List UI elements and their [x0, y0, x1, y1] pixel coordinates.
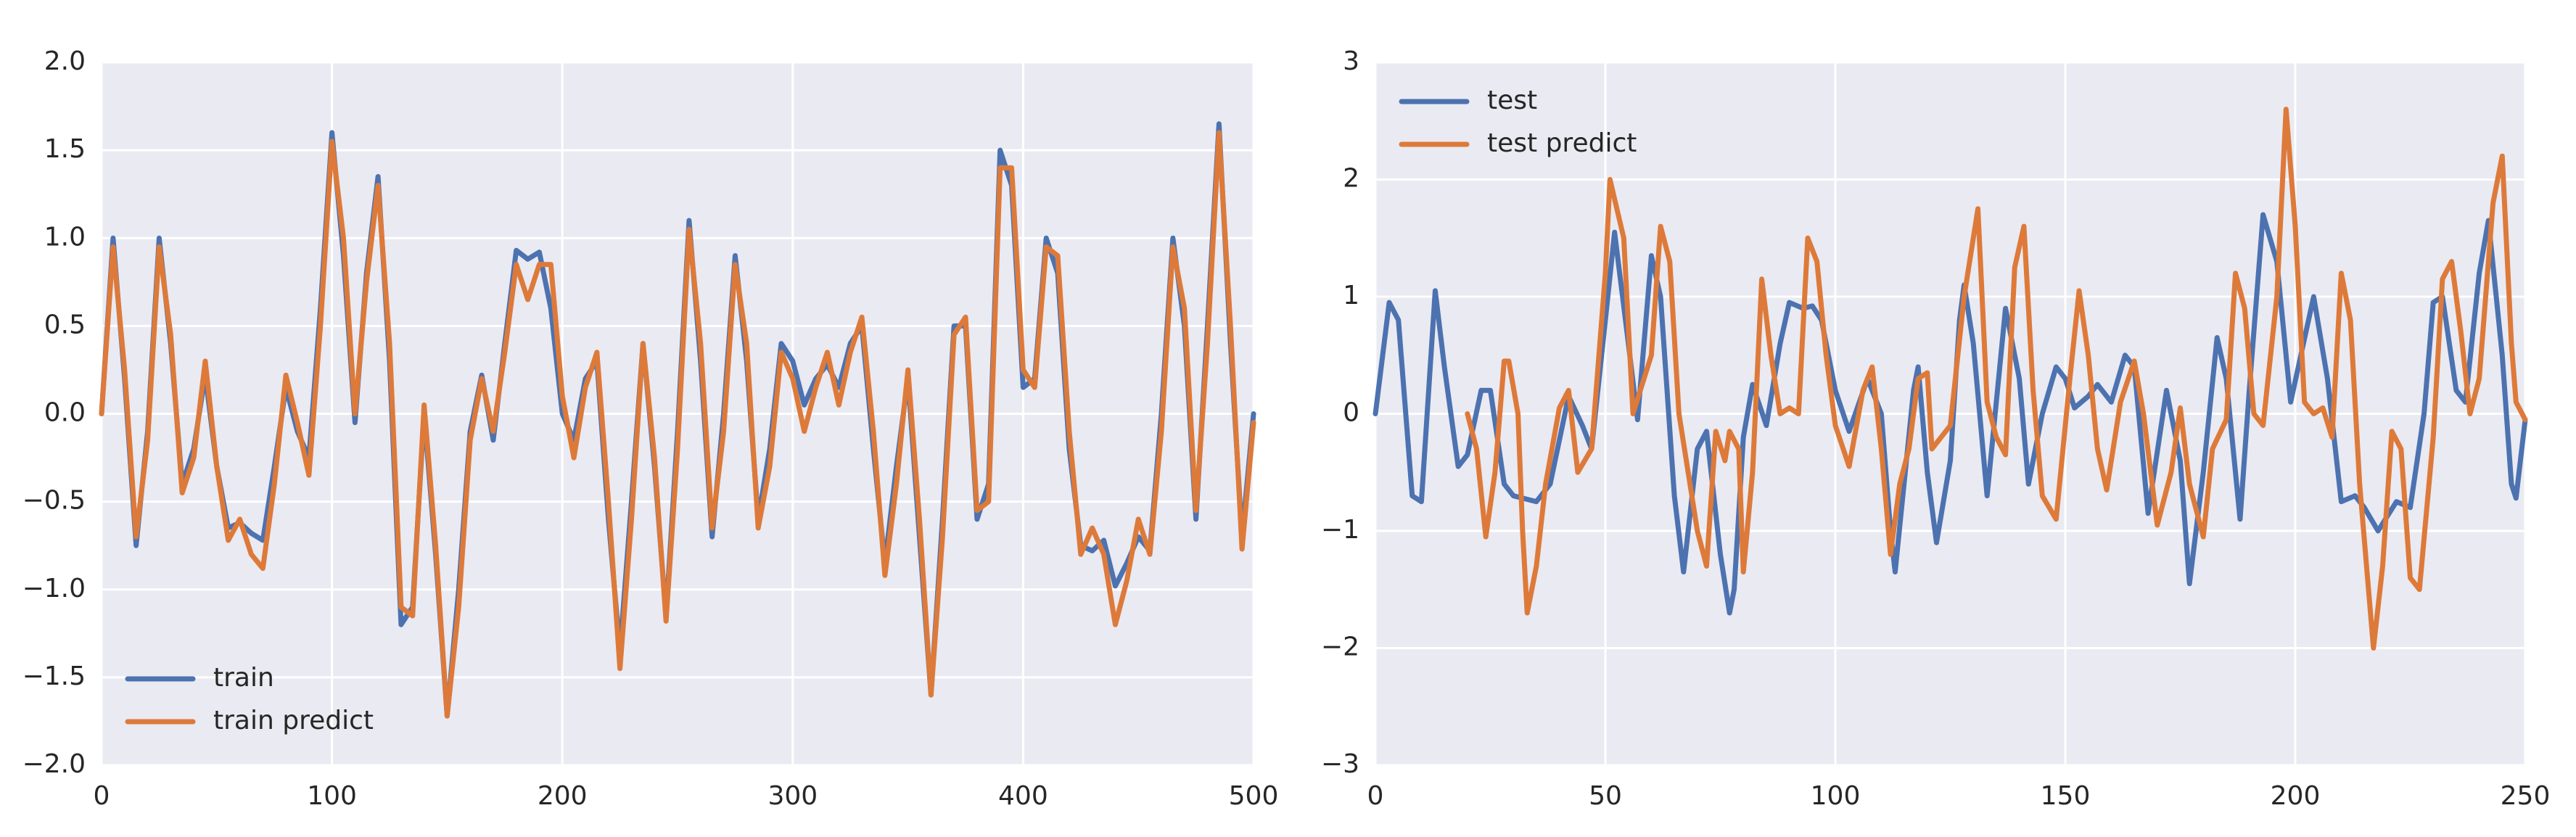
y-tick-label: −1.0: [22, 574, 86, 603]
x-tick-label: 400: [998, 781, 1048, 811]
y-tick-label: 0.0: [44, 398, 86, 428]
data-line: [1373, 212, 2528, 616]
data-line: [99, 130, 1256, 719]
y-tick-label: 0: [1343, 398, 1359, 428]
y-tick-label: 2.0: [44, 46, 86, 76]
y-tick-label: −1: [1321, 515, 1359, 545]
x-tick-label: 50: [1589, 781, 1622, 811]
x-tick-label: 100: [307, 781, 357, 811]
data-line: [1465, 107, 2528, 651]
x-tick-label: 500: [1229, 781, 1279, 811]
y-tick-label: −2: [1321, 632, 1359, 662]
y-tick-label: 0.5: [44, 310, 86, 339]
y-tick-label: −1.5: [22, 661, 86, 691]
y-tick-label: 1: [1343, 281, 1359, 310]
x-tick-label: 300: [768, 781, 818, 811]
y-tick-label: 2: [1343, 164, 1359, 194]
legend-label: test predict: [1487, 128, 1637, 158]
x-tick-label: 0: [94, 781, 110, 811]
x-tick-label: 100: [1811, 781, 1861, 811]
y-tick-label: −3: [1321, 749, 1359, 779]
legend-label: test: [1487, 86, 1537, 115]
x-tick-label: 200: [538, 781, 588, 811]
x-tick-label: 250: [2501, 781, 2551, 811]
y-tick-label: −0.5: [22, 486, 86, 516]
y-tick-label: −2.0: [22, 749, 86, 779]
x-tick-label: 0: [1367, 781, 1384, 811]
y-tick-label: 3: [1343, 46, 1359, 76]
legend-label: train: [213, 663, 274, 693]
y-tick-label: 1.0: [44, 222, 86, 252]
x-tick-label: 200: [2271, 781, 2321, 811]
x-tick-label: 150: [2041, 781, 2091, 811]
y-tick-label: 1.5: [44, 134, 86, 164]
legend-label: train predict: [213, 706, 374, 735]
